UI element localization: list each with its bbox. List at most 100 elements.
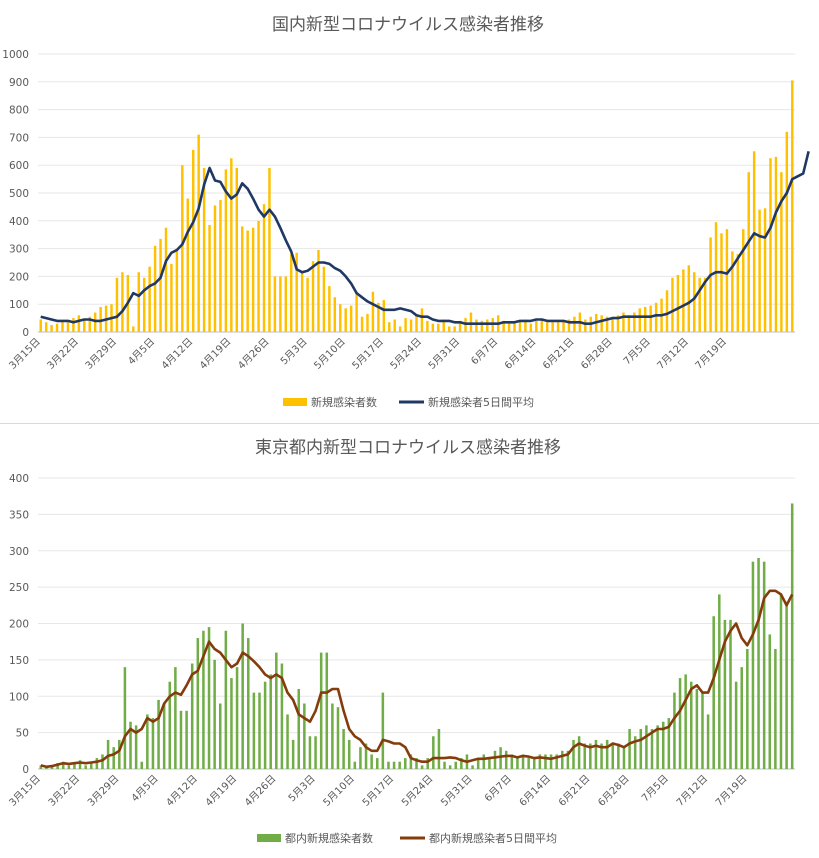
bar xyxy=(701,692,704,769)
y-tick-label: 800 xyxy=(9,105,29,117)
bar xyxy=(191,149,195,332)
chart-separator xyxy=(0,423,819,424)
bar xyxy=(690,681,693,769)
bar xyxy=(88,316,91,332)
bar xyxy=(731,251,734,332)
bar xyxy=(134,725,138,769)
bar xyxy=(99,306,102,332)
bar xyxy=(549,754,553,769)
bar xyxy=(355,291,358,332)
bar xyxy=(709,237,712,332)
bar xyxy=(77,315,81,332)
bar xyxy=(39,765,43,769)
bar xyxy=(175,248,179,332)
bar xyxy=(521,754,525,769)
y-tick-label: 0 xyxy=(22,764,29,776)
bar xyxy=(747,172,750,332)
bar xyxy=(349,305,353,332)
x-tick-label: 5月24日 xyxy=(388,336,424,372)
bar xyxy=(364,743,368,769)
bar xyxy=(529,323,533,332)
bar xyxy=(516,758,519,769)
bar xyxy=(132,326,135,332)
bar xyxy=(790,503,794,769)
bar xyxy=(300,272,304,332)
bar xyxy=(375,758,379,769)
x-tick-label: 4月5日 xyxy=(126,336,158,368)
bar xyxy=(275,652,278,769)
bar xyxy=(616,315,620,332)
legend-label-bar: 都内新規感染者数 xyxy=(285,831,373,845)
y-tick-label: 150 xyxy=(9,655,29,667)
bar xyxy=(219,199,222,332)
bar xyxy=(769,158,772,332)
bar xyxy=(319,652,323,769)
x-tick-label: 6月28日 xyxy=(596,773,632,809)
bar xyxy=(432,736,435,769)
bar xyxy=(50,325,53,332)
bar xyxy=(454,761,458,769)
bar xyxy=(720,233,723,332)
y-tick-label: 350 xyxy=(9,509,29,521)
bar xyxy=(545,322,549,332)
bar xyxy=(551,322,554,332)
bar xyxy=(366,313,369,332)
x-tick-label: 7月5日 xyxy=(639,773,671,805)
bar xyxy=(510,754,514,769)
bar xyxy=(213,205,217,332)
bar xyxy=(486,319,489,332)
bar xyxy=(678,678,682,769)
x-tick-label: 5月31日 xyxy=(426,336,462,372)
bar xyxy=(246,230,249,332)
bar xyxy=(123,667,127,769)
bar xyxy=(471,765,474,769)
bar xyxy=(115,277,119,332)
x-tick-label: 5月24日 xyxy=(399,773,435,809)
bar xyxy=(774,156,778,332)
bar xyxy=(577,736,581,769)
bar xyxy=(482,754,486,769)
bar xyxy=(257,220,260,332)
bar xyxy=(566,750,570,769)
bar xyxy=(673,692,676,769)
bar xyxy=(458,320,462,332)
bar xyxy=(146,714,149,769)
bar xyxy=(639,728,643,769)
x-tick-label: 4月12日 xyxy=(159,336,195,372)
y-tick-label: 300 xyxy=(9,244,29,256)
y-tick-label: 900 xyxy=(9,77,29,89)
bar xyxy=(415,758,418,769)
bar xyxy=(734,681,738,769)
bar xyxy=(262,204,266,332)
bar xyxy=(388,322,391,332)
x-tick-label: 6月7日 xyxy=(469,336,501,368)
bar xyxy=(325,652,329,769)
bar xyxy=(56,763,59,769)
bar xyxy=(448,765,452,769)
bar xyxy=(344,308,347,332)
x-tick-label: 4月19日 xyxy=(203,773,239,809)
x-tick-label: 4月5日 xyxy=(129,773,161,805)
bar xyxy=(339,304,342,332)
x-tick-label: 6月14日 xyxy=(502,336,538,372)
bar xyxy=(224,169,228,332)
bar xyxy=(600,315,603,332)
bar xyxy=(742,229,745,332)
bar xyxy=(768,634,772,769)
bar xyxy=(333,297,337,332)
bar xyxy=(684,674,687,769)
bar xyxy=(447,326,451,332)
bar xyxy=(106,739,110,769)
bar xyxy=(39,319,42,332)
bar xyxy=(331,703,334,769)
y-tick-label: 100 xyxy=(9,691,29,703)
bar xyxy=(45,767,48,769)
bar xyxy=(605,739,609,769)
bar xyxy=(622,747,626,769)
bar xyxy=(44,322,48,332)
bar xyxy=(235,167,239,332)
bar xyxy=(95,758,99,769)
bar xyxy=(151,718,155,769)
bar xyxy=(308,736,312,769)
